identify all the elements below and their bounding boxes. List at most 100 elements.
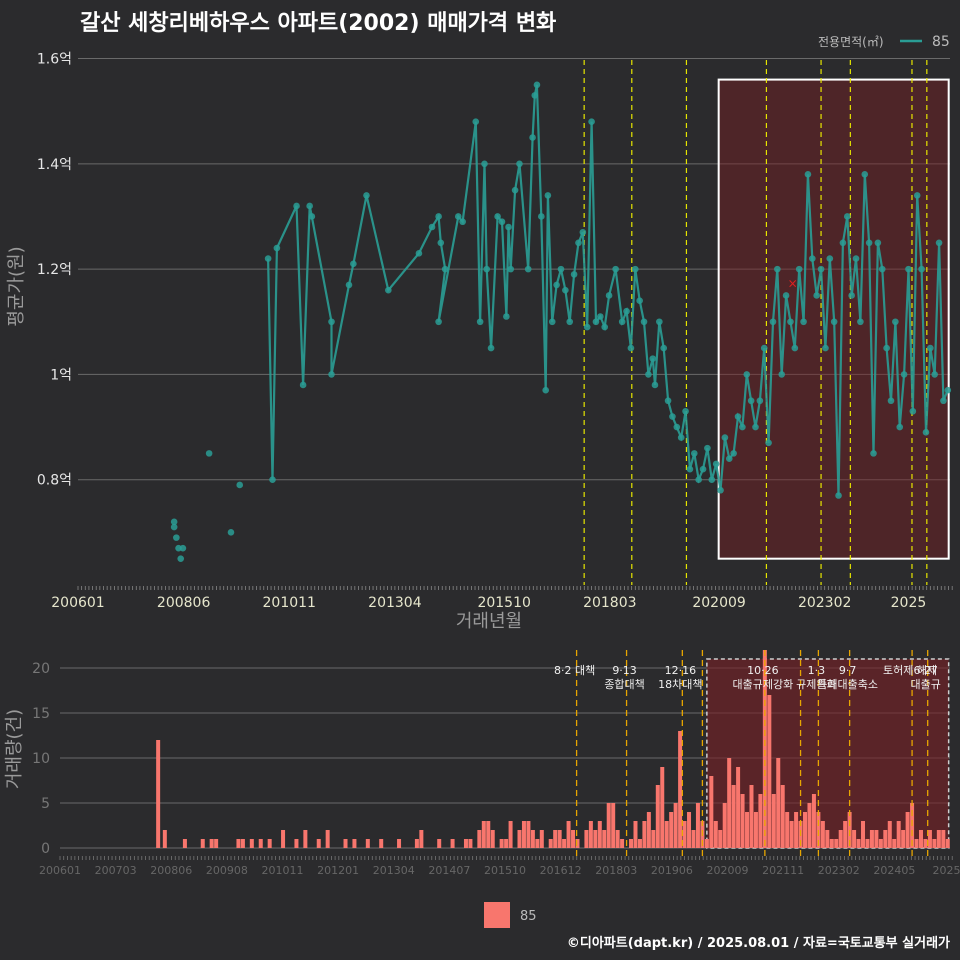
volume-bar xyxy=(838,830,843,848)
x-axis-title: 거래년월 xyxy=(456,611,522,632)
volume-bar xyxy=(490,830,495,848)
price-point xyxy=(173,534,180,541)
volume-bar xyxy=(646,812,651,848)
volume-bar xyxy=(521,821,526,848)
price-point xyxy=(905,265,912,273)
volume-bar xyxy=(526,821,531,848)
price-point xyxy=(878,265,886,273)
price-point xyxy=(481,160,488,168)
volume-bar xyxy=(267,839,272,848)
event-label: 9·13 xyxy=(612,664,637,677)
volume-bar xyxy=(749,785,754,848)
volume-bar xyxy=(414,839,419,848)
price-point xyxy=(900,371,908,378)
volume-bar xyxy=(932,839,937,848)
volume-bar xyxy=(419,830,424,848)
price-point xyxy=(605,292,613,299)
volume-bar xyxy=(468,839,473,848)
price-point xyxy=(931,371,939,378)
event-label: 6·27 xyxy=(913,664,938,677)
volume-bar xyxy=(927,830,932,848)
price-point xyxy=(542,386,549,394)
volume-bar xyxy=(914,839,919,848)
volume-bar xyxy=(727,758,732,848)
volume-bar xyxy=(588,821,593,848)
price-point xyxy=(756,397,764,405)
price-point xyxy=(293,202,300,210)
volume-bar xyxy=(486,821,491,848)
price-point xyxy=(817,265,825,273)
volume-bar xyxy=(878,839,883,848)
volume-bar xyxy=(606,803,611,848)
legend-bar-swatch xyxy=(484,902,510,928)
event-label: 특례대출축소 xyxy=(817,678,878,691)
volume-bar xyxy=(481,821,486,848)
volume-bar xyxy=(571,830,576,848)
price-point xyxy=(363,192,370,199)
price-point xyxy=(511,186,519,194)
vol-y-tick-label: 10 xyxy=(32,751,50,767)
price-point xyxy=(791,344,799,352)
price-point xyxy=(562,286,569,294)
event-label: 18차대책 xyxy=(658,678,702,691)
volume-bar xyxy=(887,821,892,848)
price-point xyxy=(944,386,952,394)
volume-bar xyxy=(651,830,656,848)
price-point xyxy=(557,265,565,273)
volume-bar xyxy=(709,776,714,848)
x-tick-label: 2025 xyxy=(891,595,927,611)
volume-bar xyxy=(776,758,781,848)
volume-bar xyxy=(258,839,263,848)
vol-x-tick-label: 201906 xyxy=(651,864,693,877)
vol-y-tick-label: 15 xyxy=(32,706,50,722)
price-point xyxy=(870,450,877,457)
price-point xyxy=(712,460,720,468)
vol-x-tick-label: 201612 xyxy=(540,864,582,877)
volume-bar xyxy=(214,839,219,848)
vol-y-tick-label: 20 xyxy=(32,661,50,677)
price-point xyxy=(686,465,694,473)
price-point xyxy=(269,476,276,484)
volume-bar xyxy=(477,830,482,848)
price-point xyxy=(588,118,595,126)
price-point xyxy=(826,255,834,262)
legend-series-label: 85 xyxy=(932,34,950,50)
vol-x-tick-label: 201510 xyxy=(484,864,526,877)
price-point xyxy=(350,260,357,268)
x-tick-label: 202009 xyxy=(692,595,745,611)
volume-bar xyxy=(780,785,785,848)
legend-bar-label: 85 xyxy=(520,909,537,924)
volume-bar xyxy=(892,839,897,848)
event-label: 8·2 대책 xyxy=(554,664,595,677)
x-tick-label: 201011 xyxy=(263,595,316,611)
price-point xyxy=(538,213,545,220)
volume-bar xyxy=(548,839,553,848)
volume-bar xyxy=(745,812,750,848)
price-point xyxy=(673,423,681,431)
price-point xyxy=(922,429,930,436)
volume-bar xyxy=(829,839,834,848)
price-point xyxy=(830,318,838,326)
volume-bar xyxy=(553,830,558,848)
y-tick-label: 1억 xyxy=(50,367,72,383)
price-point xyxy=(415,250,423,257)
price-point xyxy=(656,318,663,326)
price-point xyxy=(533,81,541,89)
price-point xyxy=(583,323,591,331)
volume-bar xyxy=(316,839,321,848)
volume-bar xyxy=(682,821,687,848)
volume-bar xyxy=(504,839,509,848)
volume-bar xyxy=(655,785,660,848)
volume-bar xyxy=(343,839,348,848)
price-point xyxy=(857,318,864,326)
event-label: 대출규제강화 xyxy=(732,678,793,691)
volume-bar xyxy=(936,830,941,848)
volume-bar xyxy=(923,839,928,848)
price-point xyxy=(570,271,578,278)
price-point xyxy=(273,244,281,252)
price-point xyxy=(597,313,604,320)
chart-title: 갈산 세창리베하우스 아파트(2002) 매매가격 변화 xyxy=(80,11,556,36)
price-point xyxy=(544,192,552,199)
price-point xyxy=(778,371,786,378)
